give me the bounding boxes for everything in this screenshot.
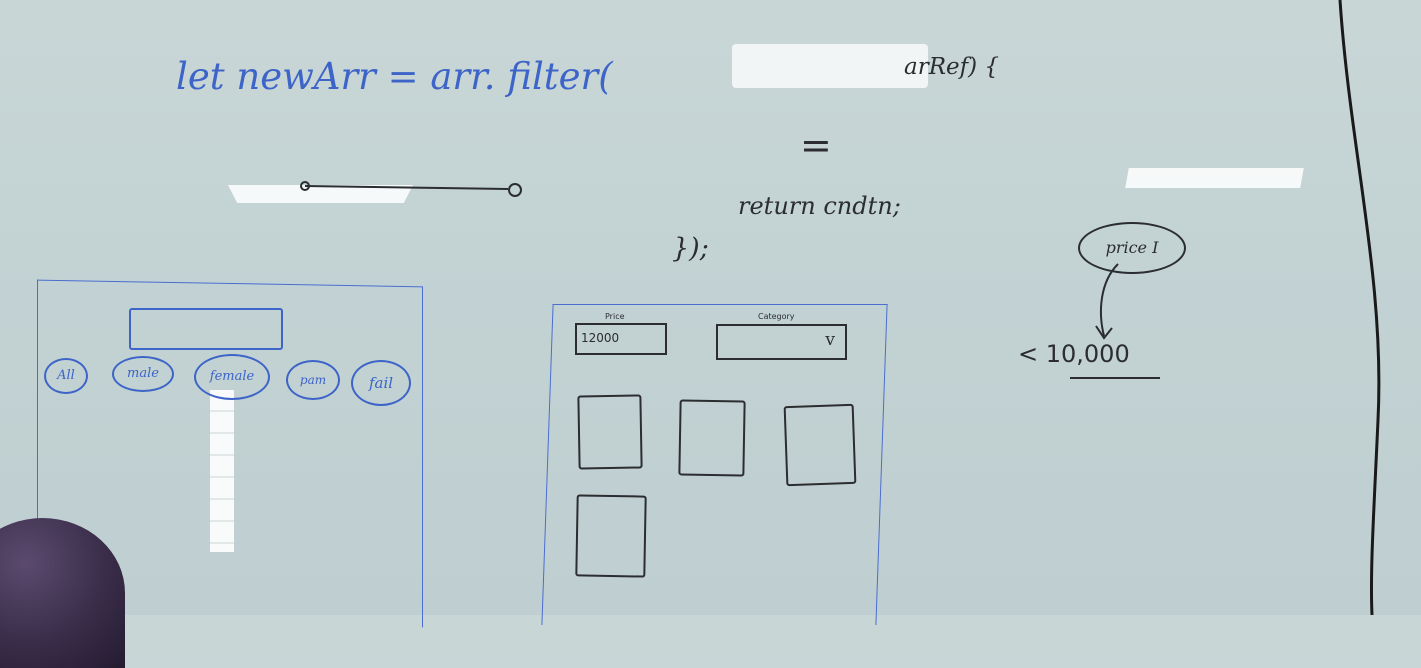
condition-text: < 10,000: [1018, 340, 1130, 368]
annotation-bubble-text: price I: [1105, 238, 1159, 257]
whiteboard: let newArr = arr. filter( arRef) { = ret…: [0, 0, 1381, 668]
chevron-down-icon: v: [825, 330, 835, 350]
arrow-icon: [1095, 263, 1119, 340]
code-line-close: });: [672, 233, 709, 264]
tag-pam: pam: [286, 360, 340, 400]
tag-all: All: [44, 358, 88, 394]
condition-underline: [1070, 377, 1160, 379]
code-line-filter: let newArr = arr. filter(: [176, 55, 613, 98]
equals-sign: =: [800, 123, 832, 167]
wireframe-search-box: [129, 308, 283, 350]
price-input: 12000: [575, 323, 667, 355]
light-reflection-vertical: [210, 390, 234, 552]
tag-male: male: [112, 356, 174, 392]
card-placeholder: [678, 399, 746, 477]
slider-sketch: [300, 181, 522, 197]
redacted-area: [732, 44, 928, 88]
tag-female: female: [194, 354, 270, 400]
card-placeholder: [577, 394, 643, 470]
code-line-return: return cndtn;: [738, 192, 901, 220]
card-placeholder: [575, 494, 647, 578]
light-reflection-left: [228, 185, 413, 203]
category-dropdown: v: [716, 324, 847, 360]
category-label: Category: [758, 312, 795, 321]
price-value: 12000: [581, 331, 620, 345]
tag-fail: fail: [351, 360, 411, 406]
code-line-filter-tail: arRef) {: [904, 54, 1000, 80]
card-placeholder: [783, 403, 857, 487]
annotation-bubble: price I: [1078, 222, 1186, 274]
board-edge: [1338, 0, 1381, 615]
wireframe-tag-list: All male female pam fail: [40, 354, 420, 406]
price-label: Price: [605, 312, 625, 321]
light-reflection-right: [1125, 168, 1304, 188]
